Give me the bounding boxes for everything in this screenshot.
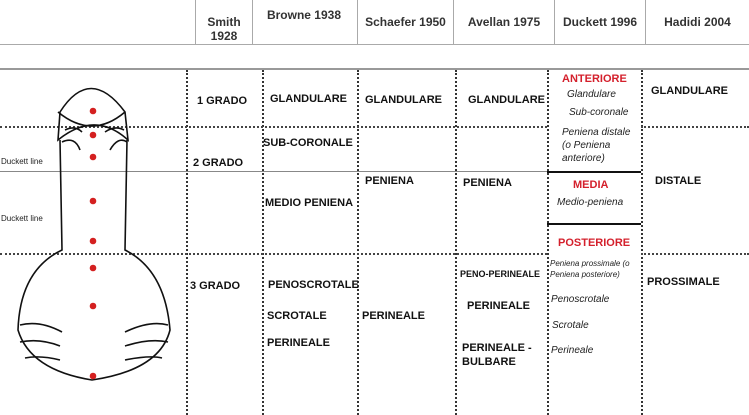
- col-avellan: Avellan 1975: [467, 15, 541, 29]
- duckett-perineale: Perineale: [551, 345, 594, 356]
- browne-item: PENOSCROTALE: [268, 279, 359, 291]
- duckett-media: MEDIA: [573, 179, 609, 191]
- browne-item: SCROTALE: [267, 310, 327, 322]
- hadidi-item: PROSSIMALE: [647, 276, 720, 288]
- schaefer-item: PERINEALE: [362, 310, 425, 322]
- duckett-distale: Peniena distale (o Peniena anteriore): [562, 127, 631, 164]
- browne-item: SUB-CORONALE: [263, 137, 353, 149]
- schaefer-item: GLANDULARE: [365, 94, 442, 106]
- duckett-penoscrotale: Penoscrotale: [551, 294, 610, 305]
- duckett-glandulare: Glandulare: [567, 89, 616, 100]
- avellan-item: GLANDULARE: [468, 94, 545, 106]
- avellan-item: PERINEALE: [467, 300, 530, 312]
- smith-grade-3: 3 GRADO: [190, 280, 241, 292]
- avellan-item: PENO-PERINEALE: [460, 269, 541, 279]
- duckett-posteriore: POSTERIORE: [558, 237, 631, 249]
- browne-item: GLANDULARE: [270, 93, 347, 105]
- duckett-anteriore: ANTERIORE: [562, 73, 627, 85]
- col-browne: Browne 1938: [266, 8, 342, 22]
- duckett-medio: Medio-peniena: [557, 197, 624, 208]
- col-hadidi: Hadidi 2004: [664, 15, 731, 29]
- schaefer-item: PENIENA: [365, 175, 414, 187]
- smith-grade-1: 1 GRADO: [197, 95, 248, 107]
- avellan-item: PENIENA: [463, 177, 512, 189]
- avellan-item: PERINEALE - BULBARE: [462, 342, 532, 368]
- hadidi-item: DISTALE: [655, 175, 702, 187]
- browne-item: MEDIO PENIENA: [265, 197, 354, 209]
- duckett-scrotale: Scrotale: [552, 320, 589, 331]
- duckett-subcoronale: Sub-coronale: [569, 107, 629, 118]
- duckett-line-label: Duckett line: [1, 157, 43, 166]
- red-dots: [89, 107, 97, 380]
- col-schaefer: Schaefer 1950: [365, 15, 446, 29]
- hadidi-item: GLANDULARE: [651, 85, 728, 97]
- penis-diagram: [17, 87, 171, 381]
- browne-item: PERINEALE: [267, 337, 330, 349]
- col-smith: Smith 1928: [207, 15, 241, 43]
- duckett-prossimale: Peniena prossimale (o Peniena posteriore…: [550, 259, 630, 279]
- smith-grade-2: 2 GRADO: [193, 157, 244, 169]
- col-duckett: Duckett 1996: [562, 15, 638, 29]
- duckett-line-label: Duckett line: [1, 214, 43, 223]
